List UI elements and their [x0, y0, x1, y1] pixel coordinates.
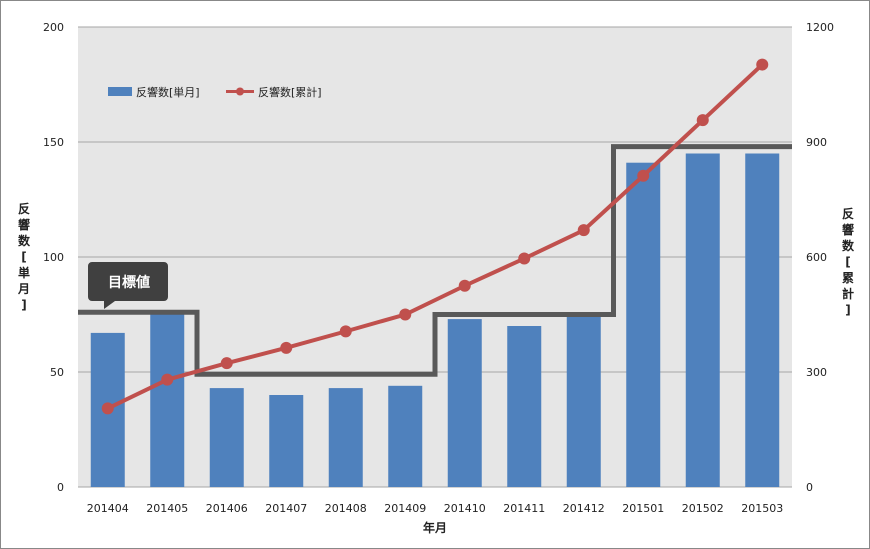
- cumulative-point-201501: [637, 169, 650, 182]
- x-tick-label: 201502: [682, 502, 724, 515]
- right-tick-label: 0: [806, 481, 813, 494]
- cumulative-point-201410: [458, 279, 471, 292]
- left-tick-label: 100: [43, 251, 64, 264]
- right-axis-title: 反響数[累計]: [842, 206, 855, 317]
- cumulative-point-201412: [577, 224, 590, 237]
- left-tick-label: 150: [43, 136, 64, 149]
- target-step-line: [78, 144, 792, 377]
- bar-201409: [388, 385, 423, 487]
- x-tick-label: 201409: [384, 502, 426, 515]
- right-tick-label: 900: [806, 136, 827, 149]
- bar-201410: [447, 319, 482, 487]
- right-tick-label: 600: [806, 251, 827, 264]
- x-tick-label: 201411: [503, 502, 545, 515]
- cumulative-point-201411: [518, 252, 531, 265]
- bar-201503: [745, 153, 780, 487]
- left-tick-label: 200: [43, 21, 64, 34]
- x-axis-title: 年月: [423, 520, 447, 535]
- right-tick-label: 1200: [806, 21, 834, 34]
- legend-swatch-marker: [236, 87, 244, 96]
- x-tick-label: 201408: [325, 502, 367, 515]
- cumulative-point-201407: [280, 341, 293, 354]
- x-tick-label: 201406: [206, 502, 248, 515]
- legend: 反響数[単月] 反響数[累計]: [108, 85, 322, 99]
- legend-label-bar: 反響数[単月]: [136, 85, 200, 99]
- cumulative-point-201405: [161, 373, 174, 386]
- left-tick-label: 50: [50, 366, 64, 379]
- bar-201406: [209, 388, 244, 487]
- legend-label-line: 反響数[累計]: [258, 85, 322, 99]
- bar-201405: [150, 314, 185, 487]
- left-axis-ticks: 0 50 100 150 200: [43, 21, 64, 494]
- callout-text: 目標値: [108, 274, 150, 291]
- cumulative-line: [106, 63, 764, 411]
- cumulative-point-201503: [756, 58, 769, 71]
- left-tick-label: 0: [57, 481, 64, 494]
- x-tick-label: 201501: [622, 502, 664, 515]
- x-tick-label: 201412: [563, 502, 605, 515]
- x-tick-label: 201410: [444, 502, 486, 515]
- x-tick-label: 201404: [87, 502, 129, 515]
- bar-201407: [269, 395, 304, 487]
- right-tick-label: 300: [806, 366, 827, 379]
- x-tick-label: 201503: [741, 502, 783, 515]
- cumulative-line-series: [101, 58, 769, 415]
- target-step-series: [78, 144, 792, 377]
- bar-201412: [566, 316, 601, 487]
- bar-201408: [328, 388, 363, 487]
- legend-swatch-bar: [108, 87, 132, 96]
- x-axis-ticks: 201404 201405 201406 201407 201408 201409 2014…: [87, 502, 784, 515]
- callout-box: [88, 262, 168, 309]
- left-axis-title: 反響数[単月]: [17, 201, 31, 312]
- cumulative-point-201409: [399, 308, 412, 321]
- bar-201501: [626, 162, 661, 487]
- bar-201411: [507, 326, 542, 487]
- x-tick-label: 201405: [146, 502, 188, 515]
- right-axis-ticks: 0 300 600 900 1200: [806, 21, 834, 494]
- cumulative-point-201502: [696, 114, 709, 127]
- cumulative-point-201408: [339, 325, 352, 338]
- x-tick-label: 201407: [265, 502, 307, 515]
- target-callout: 目標値: [88, 262, 168, 309]
- cumulative-point-201406: [220, 357, 233, 370]
- bar-201502: [685, 153, 720, 487]
- cumulative-point-201404: [101, 402, 114, 415]
